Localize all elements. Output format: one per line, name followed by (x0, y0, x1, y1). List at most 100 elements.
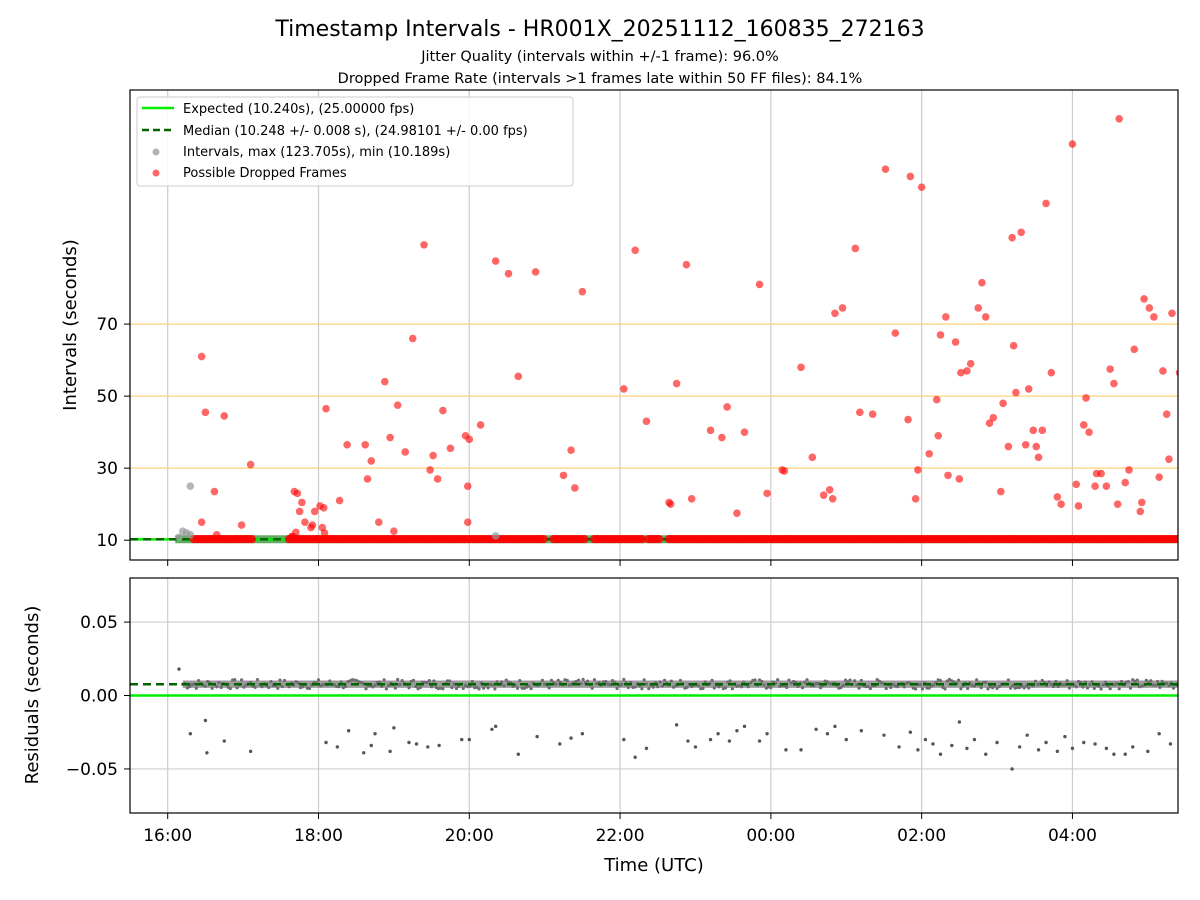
residual-point (1168, 742, 1173, 746)
bottom-y-tick-label: 0.05 (80, 613, 118, 633)
dropped-frame-point (386, 433, 394, 442)
residual-point (644, 746, 649, 751)
residual-band-point (1128, 686, 1133, 690)
dropped-frame-point (381, 377, 389, 386)
residual-band-point (678, 678, 682, 683)
legend-box (136, 96, 574, 187)
dropped-frame-point (293, 489, 302, 498)
residual-band-point (276, 686, 280, 690)
residual-band-point (902, 685, 906, 689)
residual-band-point (1056, 684, 1060, 689)
dropped-frame-point (310, 507, 319, 516)
residual-point (1157, 731, 1161, 736)
residual-point (833, 724, 837, 729)
residual-band-point (1027, 686, 1031, 690)
residual-band-point (769, 686, 773, 690)
residual-band-point (644, 682, 649, 686)
dropped-frame-point (463, 518, 472, 526)
residual-band-point (859, 678, 863, 683)
dropped-frame-baseline-point (580, 534, 589, 544)
dropped-frame-point (966, 359, 975, 368)
dropped-frame-point (911, 494, 920, 503)
residual-band-point (486, 686, 490, 690)
dropped-frame-point (932, 395, 941, 404)
dropped-frame-point (819, 491, 828, 499)
dropped-frame-point (780, 467, 789, 475)
residual-band-point (626, 685, 630, 690)
residual-band-point (613, 680, 617, 684)
residual-band-point (407, 686, 411, 690)
legend: Expected (10.240s), (25.00000 fps) Media… (136, 96, 574, 187)
residual-band-point (622, 677, 626, 682)
residual-point (535, 734, 539, 739)
residual-band-point (425, 681, 429, 685)
residual-point (923, 737, 928, 742)
residual-point (205, 751, 209, 755)
dropped-frame-point (1091, 482, 1099, 490)
residual-point (1093, 742, 1097, 746)
residual-band-point (1149, 679, 1153, 683)
dropped-frame-point (197, 352, 206, 361)
dropped-frame-point (491, 257, 500, 265)
residual-band-point (841, 683, 845, 687)
residual-band-point (527, 684, 531, 688)
residual-point (897, 745, 901, 749)
residual-band-point (364, 687, 368, 691)
residual-band-point (500, 680, 504, 684)
dropped-frame-point (682, 260, 691, 269)
dropped-frame-point (997, 487, 1005, 496)
residual-band-point (814, 682, 818, 686)
dropped-frame-point (197, 518, 206, 526)
residual-point (1044, 740, 1048, 745)
residual-band-point (387, 683, 391, 688)
residual-point (558, 742, 562, 746)
dropped-frame-point (476, 421, 485, 429)
residual-point (693, 745, 698, 749)
residual-point (1036, 748, 1041, 752)
residual-band-point (429, 685, 434, 689)
residual-band-point (1167, 684, 1171, 688)
residual-band-point (746, 685, 750, 689)
dropped-frame-point (578, 287, 587, 296)
residual-band-point (592, 678, 597, 682)
residual-band-point (975, 678, 979, 682)
residual-band-point (228, 686, 232, 691)
residual-band-point (1165, 681, 1169, 685)
top-y-axis-label: Intervals (seconds) (60, 239, 81, 411)
residual-band-point (269, 679, 273, 684)
residual-band-point (344, 684, 348, 688)
chart-subtitle-jitter: Jitter Quality (intervals within +/-1 fr… (420, 49, 779, 65)
dropped-frame-point (666, 500, 675, 508)
dropped-frame-point (439, 406, 447, 415)
dropped-frame-point (936, 331, 945, 339)
residual-band-point (855, 683, 859, 687)
legend-dropped-label: Possible Dropped Frames (183, 166, 347, 181)
dropped-frame-point (1106, 365, 1114, 373)
dropped-frame-baseline-point (247, 534, 256, 544)
dropped-frame-point (408, 334, 417, 343)
residual-point (1104, 746, 1109, 751)
residual-band-point (852, 679, 857, 683)
residual-point (950, 743, 954, 748)
residual-point (995, 740, 999, 745)
residual-band-point (418, 685, 422, 690)
residual-point (414, 742, 419, 746)
residual-point (844, 737, 848, 742)
residual-band-point (579, 682, 583, 686)
residual-point (984, 752, 988, 756)
dropped-frame-point (361, 440, 370, 449)
residual-band-point (884, 686, 888, 691)
legend-median-label: Median (10.248 +/- 0.008 s), (24.98101 +… (183, 124, 528, 139)
x-tick-label: 02:00 (897, 826, 946, 846)
residual-band-point (986, 687, 990, 691)
interval-point (186, 482, 195, 490)
legend-intervals-swatch (152, 148, 160, 156)
residual-band-point (396, 677, 400, 682)
dropped-frame-point (914, 466, 922, 474)
residual-band-point (712, 686, 716, 690)
residual-band-point (1099, 687, 1103, 691)
residual-band-point (1135, 678, 1139, 682)
residual-band-point (1117, 687, 1121, 691)
dropped-frame-point (851, 244, 860, 253)
residual-band-point (1108, 687, 1112, 691)
